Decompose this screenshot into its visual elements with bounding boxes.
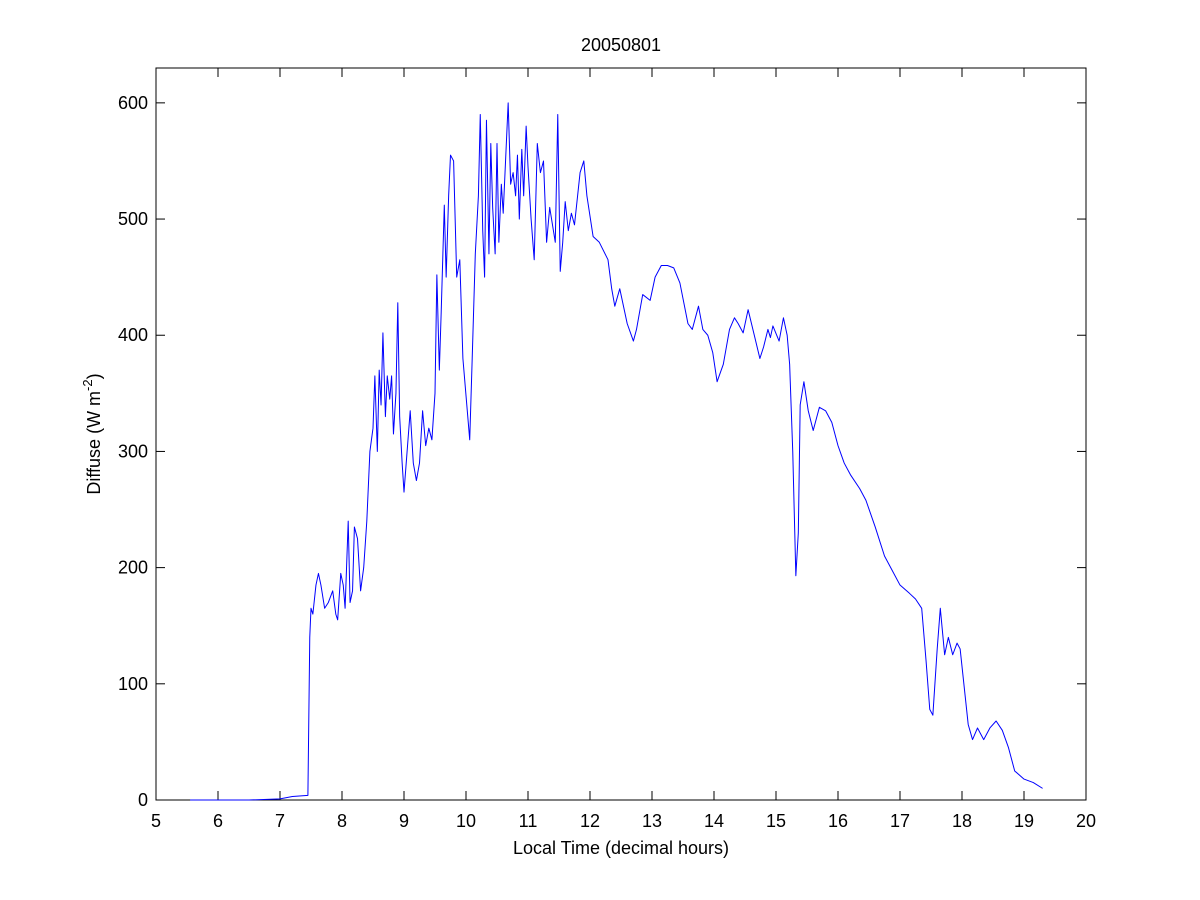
x-tick-label: 18 [952, 811, 972, 831]
y-label-suffix: ) [84, 373, 104, 379]
y-tick-label: 200 [118, 558, 148, 578]
x-tick-label: 13 [642, 811, 662, 831]
y-label-superscript: -2 [80, 379, 95, 391]
y-axis-label: Diffuse (W m-2) [80, 373, 104, 494]
x-tick-label: 15 [766, 811, 786, 831]
y-label-text: Diffuse (W m [84, 391, 104, 495]
x-tick-label: 9 [399, 811, 409, 831]
x-tick-label: 11 [519, 811, 538, 831]
y-tick-label: 400 [118, 325, 148, 345]
y-tick-label: 0 [138, 790, 148, 810]
x-tick-label: 16 [828, 811, 848, 831]
x-tick-label: 5 [151, 811, 161, 831]
x-tick-label: 8 [337, 811, 347, 831]
x-axis-label: Local Time (decimal hours) [513, 838, 729, 858]
y-tick-label: 100 [118, 674, 148, 694]
x-tick-label: 12 [580, 811, 600, 831]
data-line [190, 102, 1043, 801]
y-tick-label: 300 [118, 441, 148, 461]
x-tick-label: 14 [704, 811, 724, 831]
x-tick-label: 20 [1076, 811, 1096, 831]
y-tick-label: 600 [118, 93, 148, 113]
x-tick-label: 10 [456, 811, 476, 831]
y-tick-label: 500 [118, 209, 148, 229]
x-tick-label: 19 [1014, 811, 1034, 831]
x-tick-label: 17 [890, 811, 910, 831]
plot-area [155, 67, 1087, 801]
x-tick-label: 7 [275, 811, 285, 831]
x-tick-label: 6 [213, 811, 223, 831]
chart-title: 20050801 [581, 35, 661, 55]
